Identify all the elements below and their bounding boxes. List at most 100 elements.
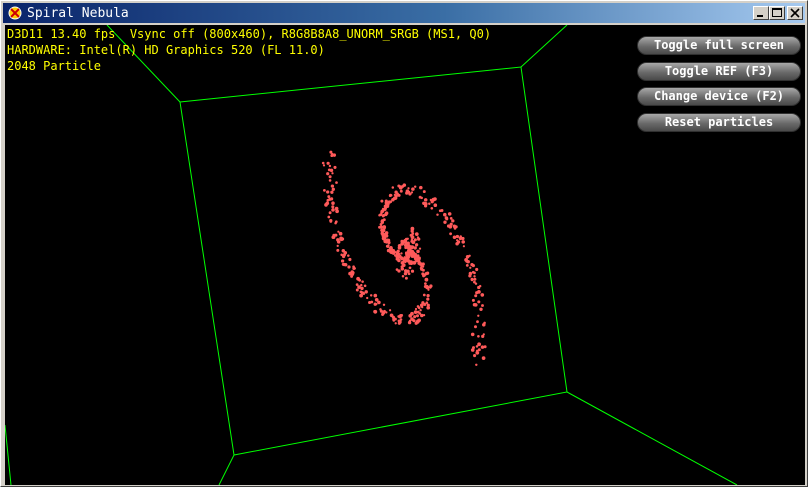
- particle: [385, 204, 390, 208]
- particle: [446, 224, 451, 228]
- particle: [466, 260, 469, 264]
- particle: [361, 280, 364, 283]
- particle: [470, 332, 475, 337]
- particle: [428, 202, 431, 205]
- particle: [389, 246, 393, 250]
- particle: [477, 348, 481, 352]
- particle: [421, 262, 425, 266]
- particle: [328, 175, 332, 179]
- particle: [423, 202, 428, 206]
- particle: [413, 185, 417, 188]
- particle: [404, 246, 408, 250]
- particle: [410, 191, 414, 194]
- particle: [483, 321, 486, 325]
- reset-particles-button[interactable]: Reset particles: [637, 113, 801, 132]
- particle: [340, 259, 345, 263]
- minimize-button[interactable]: [753, 6, 769, 20]
- particle: [382, 303, 386, 307]
- particle: [470, 277, 474, 281]
- particle: [444, 216, 449, 220]
- wireframe-box: [5, 25, 738, 485]
- particle: [359, 290, 363, 294]
- particle: [414, 232, 419, 236]
- particle: [393, 193, 397, 197]
- particle: [404, 260, 407, 264]
- particle: [410, 317, 414, 321]
- particle: [395, 252, 399, 256]
- edge-outer-left: [5, 424, 12, 485]
- particle: [322, 164, 326, 167]
- particle: [408, 192, 412, 196]
- particle: [477, 314, 480, 317]
- particle: [433, 203, 438, 208]
- particle: [381, 233, 386, 238]
- particle: [399, 189, 403, 193]
- toggle-ref-button[interactable]: Toggle REF (F3): [637, 62, 801, 81]
- particle: [339, 236, 343, 241]
- particle: [379, 309, 383, 313]
- particle: [414, 321, 418, 325]
- particle: [482, 333, 485, 336]
- particle: [344, 263, 348, 267]
- particle: [436, 213, 439, 216]
- title-bar[interactable]: Spiral Nebula: [3, 3, 805, 23]
- particle: [413, 315, 417, 319]
- particle: [415, 314, 420, 318]
- particle: [368, 300, 372, 305]
- particle: [326, 190, 330, 194]
- particle: [474, 325, 477, 329]
- particle: [473, 354, 477, 358]
- toggle-full-screen-button[interactable]: Toggle full screen: [637, 36, 801, 55]
- particle: [341, 249, 346, 253]
- particle: [443, 220, 447, 224]
- window-title: Spiral Nebula: [27, 6, 129, 21]
- particle: [481, 356, 486, 360]
- particle: [426, 297, 430, 301]
- particle: [396, 254, 399, 258]
- particle: [413, 246, 417, 250]
- particle: [332, 153, 337, 157]
- particle: [416, 305, 420, 308]
- particle: [360, 286, 364, 291]
- particle: [382, 218, 386, 222]
- particle: [473, 275, 476, 278]
- particle: [400, 267, 405, 271]
- particle: [335, 209, 339, 214]
- back-face: [179, 66, 568, 456]
- particle: [481, 304, 484, 307]
- particle: [425, 285, 430, 290]
- particle: [439, 209, 442, 212]
- particle: [477, 335, 480, 338]
- particle: [421, 272, 425, 276]
- particle: [326, 161, 330, 165]
- maximize-button[interactable]: [769, 6, 785, 20]
- particle: [363, 284, 367, 288]
- particle: [385, 311, 388, 314]
- particle: [424, 278, 428, 282]
- particle: [470, 348, 475, 352]
- particle: [394, 322, 397, 325]
- particle: [384, 211, 389, 215]
- change-device-button[interactable]: Change device (F2): [637, 87, 801, 106]
- particle: [391, 186, 395, 189]
- close-button[interactable]: [787, 6, 803, 20]
- particle: [386, 248, 391, 253]
- edge-bottom-right: [566, 391, 738, 485]
- render-viewport[interactable]: D3D11 13.40 fps Vsync off (800x460), R8G…: [5, 25, 805, 485]
- particle: [389, 250, 394, 255]
- particle: [422, 190, 426, 194]
- particle: [479, 284, 482, 288]
- particle: [459, 235, 462, 238]
- particle: [470, 262, 474, 267]
- particle: [443, 212, 447, 217]
- particle: [406, 269, 410, 274]
- particle: [385, 244, 389, 248]
- particle: [352, 266, 356, 270]
- particle: [357, 285, 361, 289]
- particle: [385, 239, 388, 242]
- particle: [407, 272, 411, 276]
- particle: [474, 303, 478, 307]
- particle: [449, 217, 453, 220]
- particle: [396, 249, 400, 253]
- particle: [366, 296, 369, 300]
